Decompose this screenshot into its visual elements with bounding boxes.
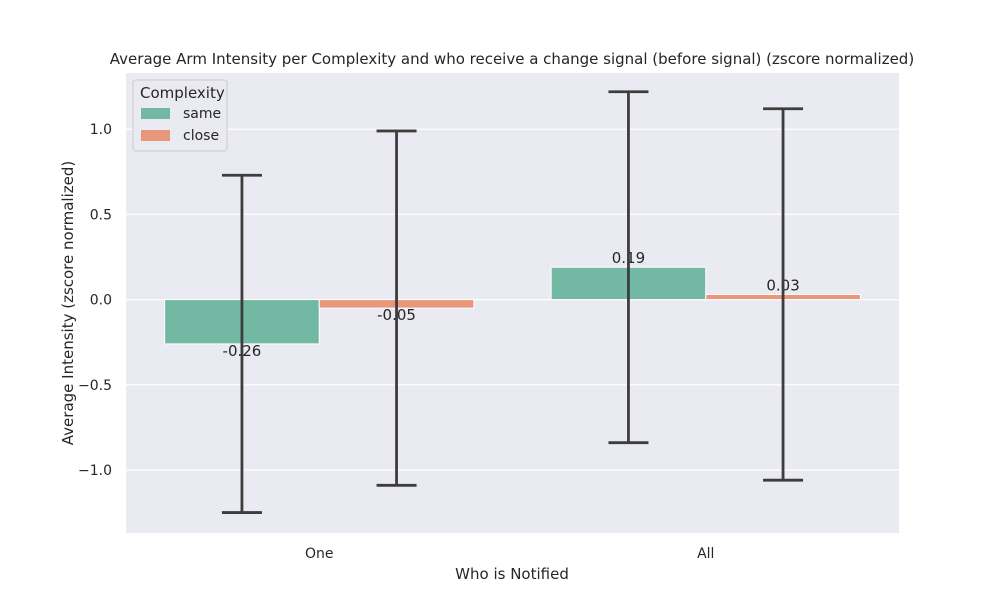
y-tick-label: 1.0 bbox=[90, 122, 112, 138]
y-tick-label: −0.5 bbox=[78, 378, 112, 394]
x-tick-label: All bbox=[697, 546, 714, 562]
error-bars bbox=[221, 90, 804, 514]
legend-label-close: close bbox=[183, 128, 219, 144]
error-bar bbox=[221, 173, 262, 514]
legend-swatch-close bbox=[141, 130, 170, 141]
y-tick-label: −1.0 bbox=[78, 463, 112, 479]
legend-swatch-same bbox=[141, 108, 170, 119]
legend: Complexity same close bbox=[132, 79, 228, 152]
chart-title: Average Arm Intensity per Complexity and… bbox=[110, 50, 914, 68]
legend-title: Complexity bbox=[140, 84, 225, 102]
y-tick-label: 0.5 bbox=[90, 207, 112, 223]
legend-label-same: same bbox=[183, 106, 221, 122]
error-bar bbox=[376, 129, 417, 487]
error-bar bbox=[608, 90, 649, 445]
y-tick-label: 0.0 bbox=[90, 293, 112, 309]
x-axis-label: Who is Notified bbox=[455, 565, 569, 583]
x-tick-label: One bbox=[305, 546, 334, 562]
y-axis-label: Average Intensity (zscore normalized) bbox=[59, 161, 77, 445]
error-bar bbox=[763, 107, 804, 482]
y-tick-labels: −1.0 −0.5 0.0 0.5 1.0 bbox=[78, 122, 112, 479]
x-tick-labels: One All bbox=[305, 546, 714, 562]
